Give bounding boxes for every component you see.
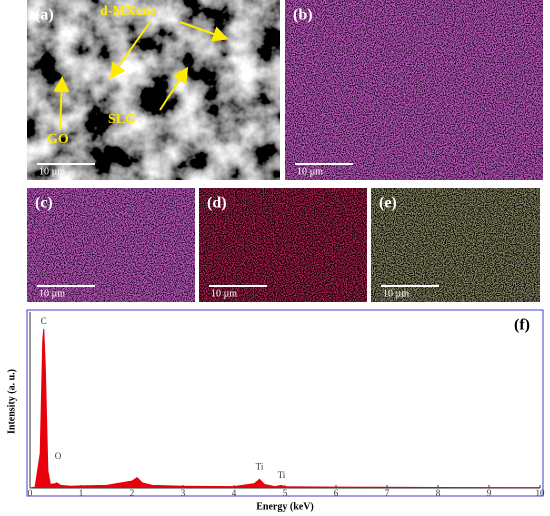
peak-label: Ti xyxy=(256,461,264,471)
annotation: SLG xyxy=(108,112,136,127)
arrow xyxy=(159,66,189,111)
chart-frame xyxy=(26,309,544,497)
panel-label: (e) xyxy=(379,195,397,212)
x-tick-label: 8 xyxy=(436,488,441,498)
x-axis-label: Energy (keV) xyxy=(256,501,314,512)
scale-label: 10 µm xyxy=(211,288,237,299)
x-tick-label: 2 xyxy=(130,488,135,498)
x-tick-label: 4 xyxy=(232,488,237,498)
x-tick-label: 10 xyxy=(536,488,546,498)
x-tick-label: 1 xyxy=(79,488,84,498)
scale-label: 10 µm xyxy=(297,166,323,177)
scale-label: 10 µm xyxy=(39,288,65,299)
scale-label: 10 µm xyxy=(39,166,65,177)
arrow xyxy=(109,21,151,80)
x-tick-label: 5 xyxy=(283,488,288,498)
y-axis-label: Intensity (a. u.) xyxy=(6,369,17,434)
spectrum xyxy=(29,328,541,489)
micrograph-texture xyxy=(199,188,367,302)
panel-label: (b) xyxy=(293,7,313,24)
panel-label: (f) xyxy=(514,317,530,334)
micrograph-texture xyxy=(27,0,280,180)
micrograph-texture xyxy=(285,0,543,180)
peak-label: C xyxy=(41,316,47,326)
annotation: GO xyxy=(47,132,69,147)
arrow xyxy=(53,76,70,131)
x-tick-label: 3 xyxy=(181,488,186,498)
micrograph-texture xyxy=(27,188,195,302)
panel-label: (c) xyxy=(35,195,53,212)
x-tick-label: 9 xyxy=(487,488,492,498)
panel-label: (a) xyxy=(35,7,54,24)
annotation: d-MXene xyxy=(100,4,156,19)
x-tick-label: 6 xyxy=(334,488,339,498)
micrograph-texture xyxy=(371,188,540,302)
scale-label: 10 µm xyxy=(383,288,409,299)
peak-label: O xyxy=(55,451,62,461)
x-tick-label: 7 xyxy=(385,488,390,498)
x-tick-label: 0 xyxy=(28,488,33,498)
panel-label: (d) xyxy=(207,195,227,212)
arrow xyxy=(179,21,229,42)
peak-label: Ti xyxy=(278,470,286,480)
